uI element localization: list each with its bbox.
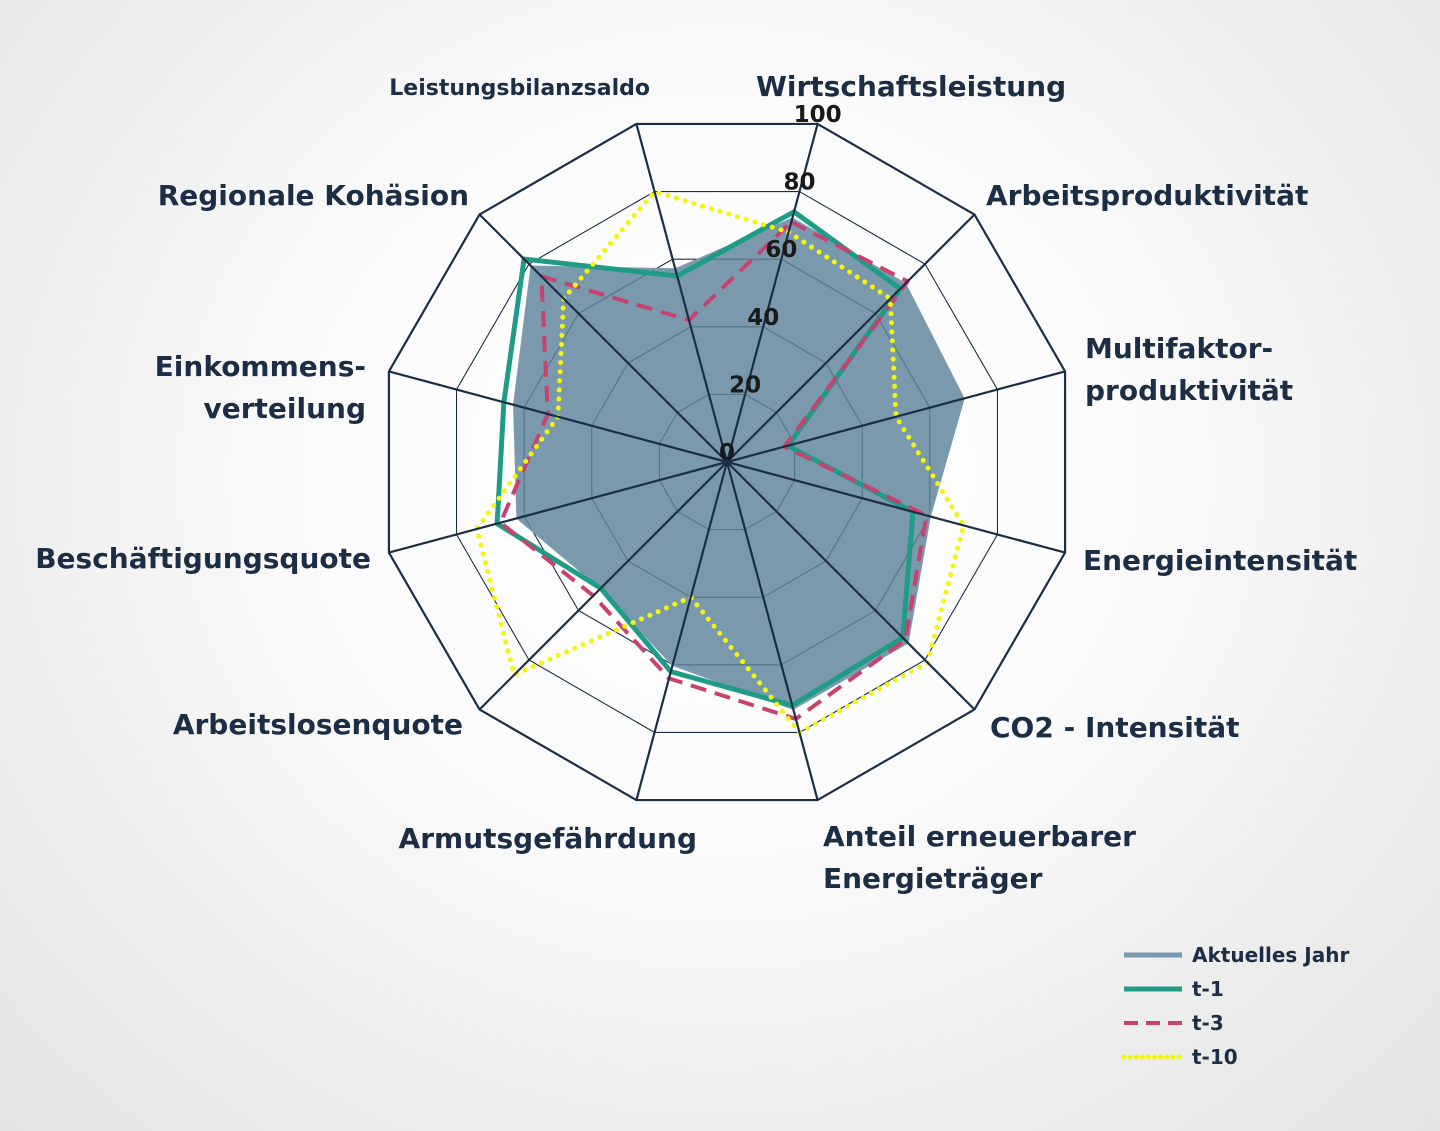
axis-label-anteil-erneuerbarer-energietraeger: Anteil erneuerbarer Energieträger [823,820,1136,895]
spoke-arbeitsproduktivitaet [726,213,976,463]
radial-tick-labels: 0 20 40 60 80 100 [719,102,842,466]
spoke-regionale-kohaesion [478,213,728,463]
spoke-einkommens-verteilung [388,370,728,464]
legend-label-t-1: t-1 [1192,977,1224,1001]
axis-label-armutsgefaehrdung: Armutsgefährdung [399,822,697,855]
tick-label-0: 0 [719,440,735,466]
legend-label-t-3: t-3 [1192,1011,1224,1035]
spoke-anteil-erneuerbarer-energietraeger [725,461,819,801]
legend-label-t-10: t-10 [1192,1045,1238,1069]
spoke-energieintensitaet [726,460,1066,554]
spoke-beschaeftigungsquote [388,460,728,554]
axis-label-co2-intensitaet: CO2 - Intensität [990,711,1240,744]
tick-label-100: 100 [794,102,842,128]
axis-label-arbeitsproduktivitaet: Arbeitsproduktivität [986,179,1308,212]
axis-labels: Wirtschaftsleistung Arbeitsproduktivität M… [35,70,1357,895]
spoke-multifaktor-produktivitaet [726,370,1066,464]
tick-label-60: 60 [765,237,797,263]
axis-label-einkommens-verteilung: Einkommens-verteilung [155,350,366,425]
spoke-leistungsbilanzsaldo [635,123,729,463]
axis-label-leistungsbilanzsaldo: Leistungsbilanzsaldo [389,76,650,101]
axis-label-energieintensitaet: Energieintensität [1083,544,1357,577]
spoke-co2-intensitaet [726,461,976,711]
tick-label-40: 40 [747,305,779,331]
radar-spokes [388,123,1066,801]
axis-label-regionale-kohaesion: Regionale Kohäsion [158,179,469,212]
axis-label-beschaeftigungsquote: Beschäftigungsquote [35,542,371,575]
axis-label-multifaktor-produktivitaet: Multifaktor-produktivität [1085,332,1293,407]
spoke-armutsgefaehrdung [635,461,729,801]
axis-label-arbeitslosenquote: Arbeitslosenquote [173,708,463,741]
legend: Aktuelles Jahr t-1 t-3 t-10 [1121,943,1349,1069]
spoke-wirtschaftsleistung [725,123,819,463]
spoke-arbeitslosenquote [478,461,728,711]
tick-label-80: 80 [783,170,815,196]
legend-label-aktuelles-jahr: Aktuelles Jahr [1192,943,1349,967]
tick-label-20: 20 [729,372,761,398]
axis-label-wirtschaftsleistung: Wirtschaftsleistung [756,70,1066,103]
